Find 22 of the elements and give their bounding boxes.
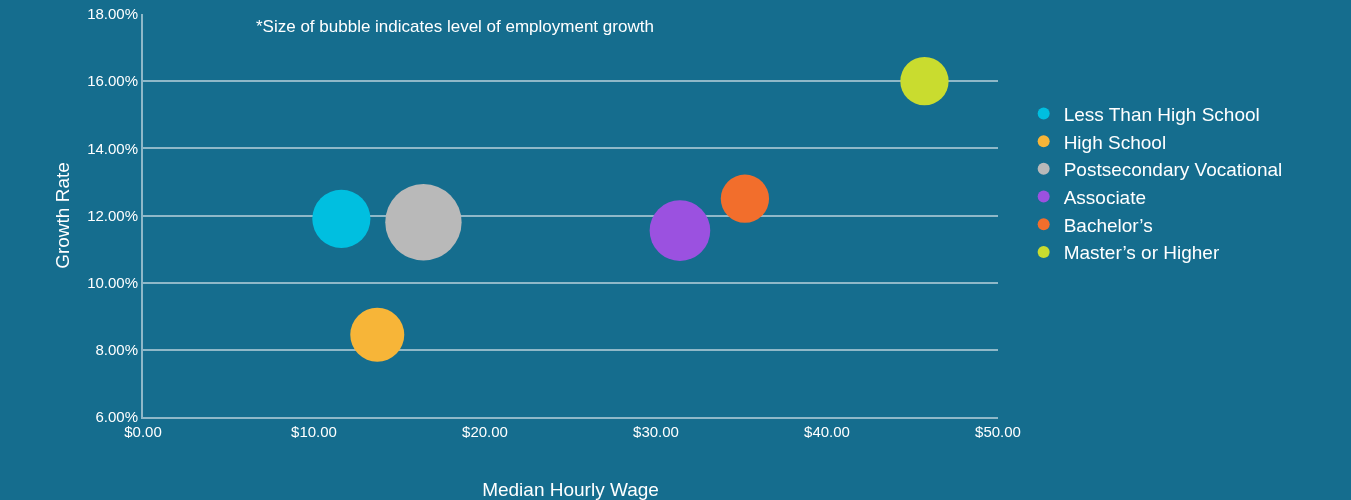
legend-label: High School bbox=[1063, 131, 1167, 153]
legend-label: Postsecondary Vocational bbox=[1063, 159, 1283, 181]
x-axis-title: Median Hourly Wage bbox=[482, 479, 659, 500]
x-tick-label: $30.00 bbox=[633, 423, 679, 440]
x-tick-label: $0.00 bbox=[124, 423, 162, 440]
y-tick-label: 8.00% bbox=[95, 341, 138, 359]
legend-label: Master’s or Higher bbox=[1063, 242, 1220, 264]
y-tick-label: 12.00% bbox=[87, 206, 138, 224]
y-axis-title: Growth Rate bbox=[52, 162, 74, 269]
legend-label: Bachelor’s bbox=[1063, 214, 1153, 236]
x-tick-label: $40.00 bbox=[804, 423, 850, 440]
annotation: *Size of bubble indicates level of employment growth bbox=[256, 17, 654, 36]
x-tick-label: $50.00 bbox=[975, 423, 1021, 440]
legend-label: Associate bbox=[1063, 186, 1147, 208]
legend-label: Less Than High School bbox=[1063, 103, 1260, 125]
y-tick-label: 10.00% bbox=[87, 273, 138, 291]
y-tick-label: 14.00% bbox=[87, 139, 138, 157]
x-tick-label: $10.00 bbox=[291, 423, 337, 440]
y-tick-label: 18.00% bbox=[87, 5, 138, 23]
x-tick-label: $20.00 bbox=[462, 423, 508, 440]
y-tick-label: 16.00% bbox=[87, 72, 138, 90]
y-tick-label: 6.00% bbox=[95, 408, 138, 426]
